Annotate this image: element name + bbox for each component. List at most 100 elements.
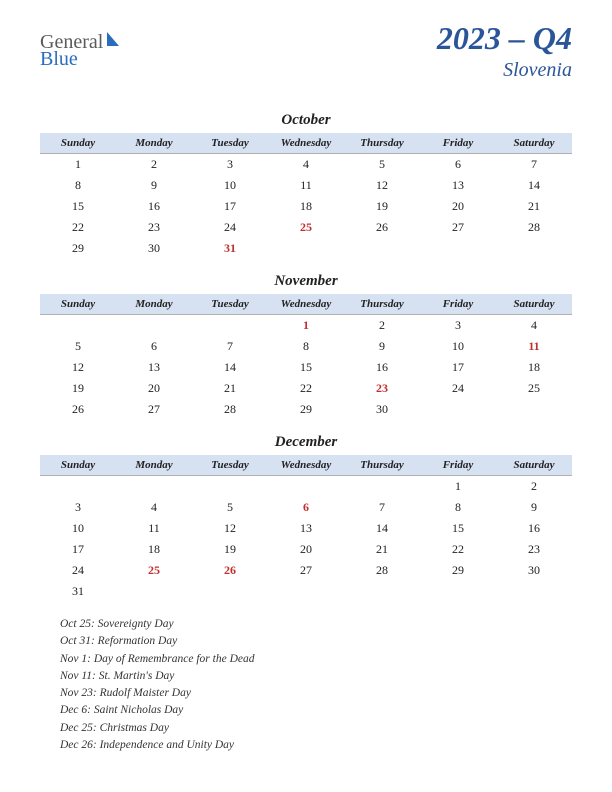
calendar-cell: 13 [268,518,344,539]
holiday-entry: Dec 26: Independence and Unity Day [60,737,572,754]
calendar-row: 12131415161718 [40,357,572,378]
calendar-cell [420,238,496,259]
calendar-cell: 5 [192,497,268,518]
calendar-cell: 6 [420,154,496,176]
calendar-cell: 2 [344,315,420,337]
day-header: Friday [420,133,496,154]
calendar-cell: 17 [192,196,268,217]
day-header: Saturday [496,455,572,476]
day-header: Thursday [344,294,420,315]
calendar-cell: 14 [496,175,572,196]
calendar-cell [496,238,572,259]
calendar-cell: 21 [344,539,420,560]
calendar-cell: 10 [420,336,496,357]
calendar-cell: 3 [192,154,268,176]
calendar-cell: 25 [268,217,344,238]
calendar-cell: 11 [496,336,572,357]
calendar-cell: 26 [192,560,268,581]
calendar-row: 31 [40,581,572,602]
calendar-cell: 9 [116,175,192,196]
calendar-cell: 12 [344,175,420,196]
calendar-cell: 24 [40,560,116,581]
calendar-cell: 5 [344,154,420,176]
calendar-table: SundayMondayTuesdayWednesdayThursdayFrid… [40,294,572,420]
holiday-entry: Dec 25: Christmas Day [60,720,572,737]
calendar-cell: 3 [420,315,496,337]
day-header: Tuesday [192,455,268,476]
calendar-cell: 10 [192,175,268,196]
calendar-cell [192,315,268,337]
day-header: Monday [116,455,192,476]
page-header: General 2023 – Q4 Slovenia [40,20,572,82]
calendar-cell: 20 [268,539,344,560]
calendar-cell: 15 [40,196,116,217]
calendar-cell: 5 [40,336,116,357]
calendar-cell: 8 [420,497,496,518]
calendar-cell [420,399,496,420]
month-name: November [40,273,572,290]
calendar-row: 2627282930 [40,399,572,420]
calendar-cell: 6 [268,497,344,518]
calendars-container: October SundayMondayTuesdayWednesdayThurs… [40,112,572,602]
calendar-cell: 28 [192,399,268,420]
calendar-cell [496,581,572,602]
day-header: Wednesday [268,455,344,476]
calendar-cell: 23 [496,539,572,560]
calendar-cell: 27 [116,399,192,420]
calendar-cell: 2 [116,154,192,176]
calendar-table: SundayMondayTuesdayWednesdayThursdayFrid… [40,455,572,602]
calendar-cell: 19 [344,196,420,217]
calendar-cell: 16 [116,196,192,217]
calendar-cell: 24 [192,217,268,238]
calendar-cell: 11 [116,518,192,539]
calendar-cell [116,476,192,498]
calendar-cell [344,476,420,498]
calendar-row: 19202122232425 [40,378,572,399]
calendar-cell: 19 [40,378,116,399]
calendar-cell: 13 [116,357,192,378]
calendar-cell: 20 [420,196,496,217]
calendar-row: 1234 [40,315,572,337]
calendar-cell: 11 [268,175,344,196]
calendar-cell: 29 [40,238,116,259]
calendar-cell: 12 [192,518,268,539]
calendar-cell: 23 [344,378,420,399]
country-name: Slovenia [437,59,572,82]
calendar-table: SundayMondayTuesdayWednesdayThursdayFrid… [40,133,572,259]
quarter-title: 2023 – Q4 [437,20,572,57]
day-header: Tuesday [192,133,268,154]
calendar-cell: 3 [40,497,116,518]
calendar-row: 12 [40,476,572,498]
calendar-cell: 1 [40,154,116,176]
holiday-entry: Oct 25: Sovereignty Day [60,616,572,633]
calendar-cell: 15 [268,357,344,378]
holiday-entry: Oct 31: Reformation Day [60,633,572,650]
calendar-cell: 12 [40,357,116,378]
calendar-row: 891011121314 [40,175,572,196]
month-name: October [40,112,572,129]
calendar-cell: 28 [344,560,420,581]
calendar-cell [496,399,572,420]
calendar-cell: 29 [420,560,496,581]
calendar-row: 567891011 [40,336,572,357]
calendar-cell: 19 [192,539,268,560]
calendar-row: 3456789 [40,497,572,518]
calendar-cell: 31 [192,238,268,259]
calendar-cell: 16 [496,518,572,539]
calendar-cell: 30 [496,560,572,581]
calendar-cell: 27 [420,217,496,238]
day-header: Wednesday [268,294,344,315]
calendar-cell: 4 [496,315,572,337]
calendar-cell: 26 [40,399,116,420]
logo-sail-icon [105,30,121,54]
day-header: Saturday [496,133,572,154]
day-header: Thursday [344,455,420,476]
calendar-cell: 17 [420,357,496,378]
holiday-entry: Dec 6: Saint Nicholas Day [60,702,572,719]
calendar-cell [344,581,420,602]
calendar-cell: 28 [496,217,572,238]
holiday-entry: Nov 1: Day of Remembrance for the Dead [60,651,572,668]
calendar-cell: 26 [344,217,420,238]
calendar-cell: 31 [40,581,116,602]
calendar-cell: 22 [420,539,496,560]
